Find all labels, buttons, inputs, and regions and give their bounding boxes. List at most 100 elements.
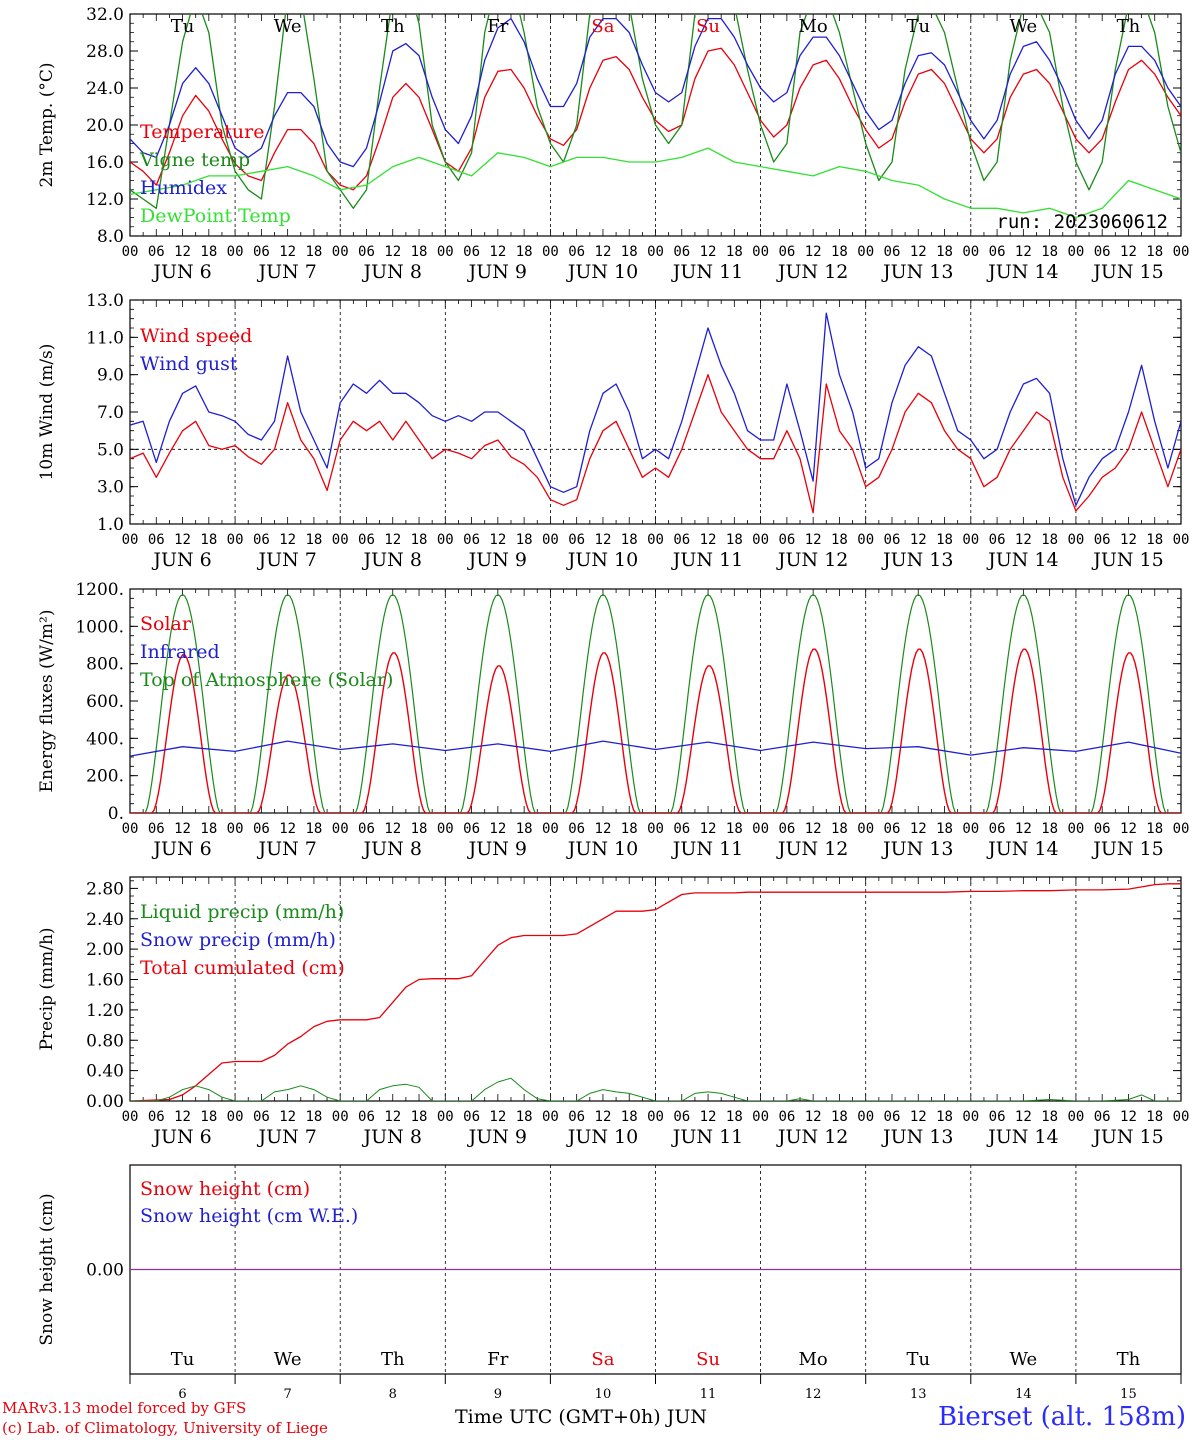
wind-hour-label: 18 bbox=[411, 532, 428, 548]
precip-legend-entry: Liquid precip (mm/h) bbox=[140, 901, 344, 923]
weekday-label-top: Fr bbox=[487, 16, 508, 37]
run-label: run: 2023060612 bbox=[996, 211, 1168, 233]
temp-hour-label: 12 bbox=[174, 244, 191, 260]
energy-hour-label: 18 bbox=[411, 821, 428, 837]
wind-frame bbox=[129, 299, 1182, 525]
weekday-label-top: Th bbox=[1117, 16, 1141, 37]
temp-y-tick-label: 16.0 bbox=[86, 153, 124, 173]
precip-hour-label: 00 bbox=[962, 1109, 979, 1125]
energy-hour-label: 12 bbox=[1120, 821, 1137, 837]
date-number-label: 8 bbox=[389, 1387, 397, 1402]
temp-hour-label: 00 bbox=[122, 244, 139, 260]
humidex-series bbox=[130, 17, 1181, 168]
temp-hour-label: 18 bbox=[411, 244, 428, 260]
temp-legend-entry: Vigne temp bbox=[139, 149, 250, 171]
precip-hour-label: 06 bbox=[884, 1109, 901, 1125]
precip-hour-label: 12 bbox=[910, 1109, 927, 1125]
precip-hour-label: 12 bbox=[700, 1109, 717, 1125]
temp-hour-label: 12 bbox=[279, 244, 296, 260]
snow-y-tick-label: 0.00 bbox=[86, 1261, 124, 1281]
wind-hour-label: 06 bbox=[673, 532, 690, 548]
temp-legend-entry: Temperature bbox=[140, 121, 264, 143]
temp-hour-label: 00 bbox=[1067, 244, 1084, 260]
energy-hour-label: 06 bbox=[463, 821, 480, 837]
precip-hour-label: 18 bbox=[726, 1109, 743, 1125]
wind-hour-label: 12 bbox=[700, 532, 717, 548]
precip-hour-label: 06 bbox=[989, 1109, 1006, 1125]
energy-hour-label: 12 bbox=[279, 821, 296, 837]
temp-hour-label: 12 bbox=[1015, 244, 1032, 260]
wind-hour-label: 00 bbox=[857, 532, 874, 548]
precip-y-tick-label: 1.20 bbox=[86, 1001, 124, 1021]
date-number-label: 9 bbox=[494, 1387, 502, 1402]
energy-date-label: JUN 12 bbox=[776, 838, 848, 860]
wind-date-label: JUN 8 bbox=[362, 549, 422, 571]
wind-legend-entry: Wind gust bbox=[140, 353, 238, 375]
temp-y-tick-label: 28.0 bbox=[86, 42, 124, 62]
wind-y-minor-ticks bbox=[130, 299, 1181, 525]
wind-hour-label: 00 bbox=[647, 532, 664, 548]
energy-hour-label: 18 bbox=[516, 821, 533, 837]
wind-hour-label: 12 bbox=[384, 532, 401, 548]
temp-hour-label: 00 bbox=[857, 244, 874, 260]
wind-gust-series bbox=[130, 312, 1181, 506]
precip-legend-entry: Snow precip (mm/h) bbox=[140, 929, 336, 951]
temp-hour-label: 00 bbox=[1173, 244, 1190, 260]
energy-hour-label: 18 bbox=[726, 821, 743, 837]
energy-hour-label: 18 bbox=[200, 821, 217, 837]
energy-date-label: JUN 6 bbox=[151, 838, 211, 860]
weekday-label-bottom: Sa bbox=[591, 1349, 614, 1370]
energy-date-label: JUN 8 bbox=[362, 838, 422, 860]
wind-date-label: JUN 12 bbox=[776, 549, 848, 571]
weekday-label-top: Su bbox=[696, 16, 720, 37]
energy-hour-label: 18 bbox=[621, 821, 638, 837]
energy-y-tick-label: 400. bbox=[86, 729, 124, 749]
temp-hour-label: 18 bbox=[831, 244, 848, 260]
date-number-label: 13 bbox=[910, 1387, 927, 1402]
temp-hour-label: 12 bbox=[384, 244, 401, 260]
wind-y-tick-label: 7.0 bbox=[97, 403, 124, 423]
precip-hour-label: 00 bbox=[332, 1109, 349, 1125]
temp-y-tick-label: 8.0 bbox=[97, 227, 124, 247]
precip-hour-label: 18 bbox=[831, 1109, 848, 1125]
wind-hour-label: 12 bbox=[595, 532, 612, 548]
temp-hour-label: 06 bbox=[884, 244, 901, 260]
weekday-label-bottom: Tu bbox=[171, 1349, 195, 1370]
weekday-label-bottom: Su bbox=[696, 1349, 720, 1370]
temp-hour-label: 06 bbox=[253, 244, 270, 260]
infrared-series bbox=[130, 740, 1181, 757]
precip-y-tick-label: 2.40 bbox=[86, 910, 124, 930]
energy-hour-label: 00 bbox=[542, 821, 559, 837]
energy-hour-label: 18 bbox=[1146, 821, 1163, 837]
precip-legend-entry: Total cumulated (cm) bbox=[140, 957, 345, 979]
energy-hour-label: 00 bbox=[647, 821, 664, 837]
energy-hour-label: 06 bbox=[778, 821, 795, 837]
energy-y-tick-label: 200. bbox=[86, 767, 124, 787]
temp-legend-entry: Humidex bbox=[140, 177, 227, 199]
energy-hour-label: 06 bbox=[253, 821, 270, 837]
wind-hour-label: 12 bbox=[174, 532, 191, 548]
temp-hour-label: 18 bbox=[726, 244, 743, 260]
precip-hour-label: 18 bbox=[411, 1109, 428, 1125]
energy-hour-label: 06 bbox=[568, 821, 585, 837]
precip-hour-label: 12 bbox=[1120, 1109, 1137, 1125]
precip-hour-label: 06 bbox=[253, 1109, 270, 1125]
precip-y-tick-label: 2.00 bbox=[86, 940, 124, 960]
temp-hour-label: 12 bbox=[805, 244, 822, 260]
toa-solar-series bbox=[130, 593, 1181, 813]
date-number-label: 10 bbox=[595, 1387, 612, 1402]
wind-hour-label: 12 bbox=[1120, 532, 1137, 548]
temp-date-label: JUN 7 bbox=[256, 261, 316, 283]
weekday-label-top: We bbox=[1010, 16, 1038, 37]
temperature-series bbox=[130, 47, 1181, 191]
temp-date-label: JUN 8 bbox=[362, 261, 422, 283]
wind-hour-label: 18 bbox=[936, 532, 953, 548]
precip-hour-label: 18 bbox=[936, 1109, 953, 1125]
temp-y-tick-label: 32.0 bbox=[86, 5, 124, 25]
wind-hour-label: 06 bbox=[1094, 532, 1111, 548]
energy-hour-label: 06 bbox=[1094, 821, 1111, 837]
precip-date-label: JUN 8 bbox=[362, 1126, 422, 1148]
temp-date-label: JUN 12 bbox=[776, 261, 848, 283]
energy-hour-label: 06 bbox=[989, 821, 1006, 837]
